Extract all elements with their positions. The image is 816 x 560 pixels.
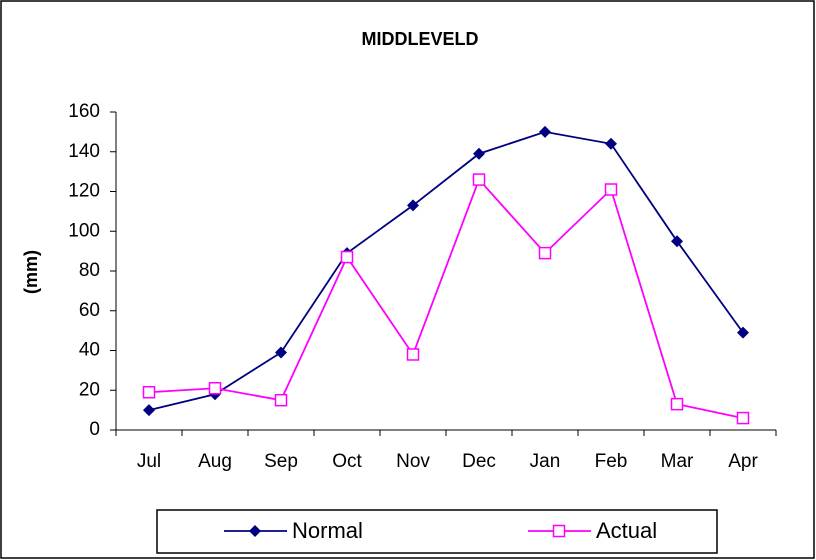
y-tick-label: 80 [79, 260, 100, 281]
x-tick-label: Feb [595, 451, 628, 472]
series-line [148, 130, 744, 411]
y-tick-label: 140 [68, 141, 100, 162]
legend-marker [249, 525, 261, 537]
data-point [208, 382, 222, 395]
data-point [670, 397, 684, 411]
x-tick-label: Mar [661, 451, 694, 472]
y-tick-label: 0 [89, 419, 100, 440]
data-point [407, 199, 419, 212]
data-point [142, 385, 156, 399]
x-tick-label: Sep [264, 451, 298, 472]
data-point [604, 183, 618, 196]
data-point [605, 137, 617, 150]
data-point [539, 125, 551, 138]
data-point [538, 246, 552, 260]
x-tick-label: Apr [728, 451, 758, 472]
y-tick-label: 100 [68, 220, 100, 241]
series-line [148, 177, 744, 419]
y-tick-label: 120 [68, 181, 100, 202]
y-tick-label: 20 [79, 379, 100, 400]
data-point [274, 393, 288, 407]
y-axis-label: (mm) [21, 250, 41, 294]
data-point [275, 346, 287, 359]
y-tick-label: 160 [68, 101, 100, 122]
legend-label: Normal [292, 518, 363, 543]
data-point [340, 250, 354, 264]
y-tick-label: 40 [79, 340, 100, 361]
data-point [737, 326, 749, 339]
data-point [472, 173, 486, 186]
chart-title: MIDDLEVELD [362, 29, 479, 49]
x-tick-label: Aug [198, 451, 232, 472]
x-tick-label: Dec [462, 451, 496, 472]
data-point [736, 411, 750, 425]
y-tick-label: 60 [79, 300, 100, 321]
x-tick-label: Nov [396, 451, 430, 472]
data-point [473, 147, 485, 160]
x-tick-label: Jul [137, 451, 161, 472]
legend-label: Actual [596, 518, 657, 543]
legend-marker [552, 524, 566, 538]
data-point [671, 235, 683, 248]
x-tick-label: Oct [332, 451, 362, 472]
x-tick-label: Jan [530, 451, 561, 472]
data-point [406, 348, 420, 361]
data-point [143, 404, 155, 417]
